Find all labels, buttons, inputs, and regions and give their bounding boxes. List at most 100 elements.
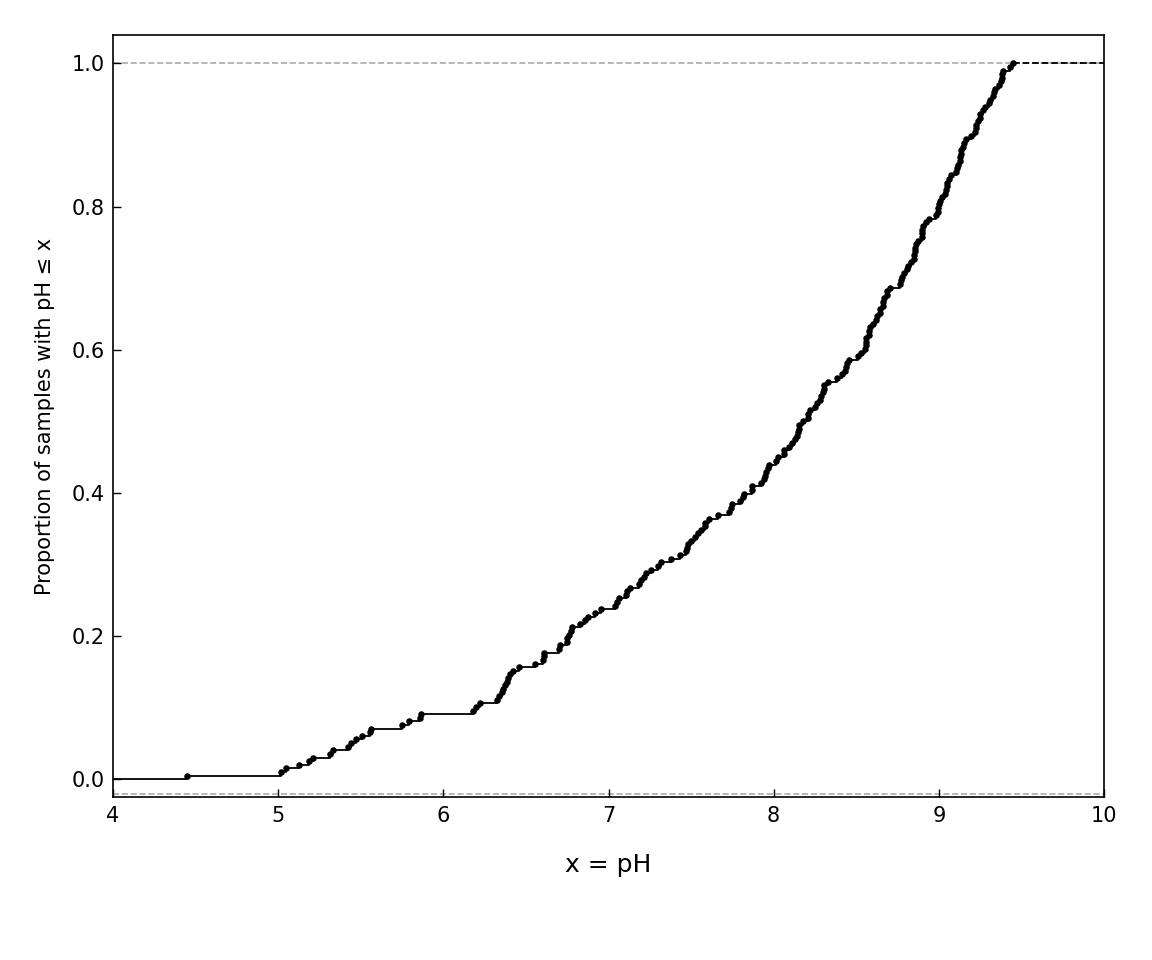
Point bbox=[757, 465, 775, 480]
Point bbox=[362, 721, 380, 736]
Point bbox=[679, 540, 697, 556]
Point bbox=[950, 154, 969, 169]
Point bbox=[980, 95, 999, 110]
Point bbox=[968, 117, 986, 132]
Point bbox=[840, 352, 858, 368]
Point bbox=[503, 663, 522, 679]
Point bbox=[730, 493, 749, 509]
Point bbox=[985, 84, 1003, 100]
Point bbox=[938, 175, 956, 190]
Point bbox=[689, 526, 707, 541]
Point bbox=[758, 461, 776, 476]
Point bbox=[914, 218, 932, 233]
Point bbox=[342, 735, 361, 751]
Point bbox=[992, 74, 1010, 89]
Point bbox=[867, 312, 886, 327]
Point bbox=[789, 420, 808, 436]
Point bbox=[652, 555, 670, 570]
Point bbox=[955, 135, 973, 151]
Point bbox=[272, 764, 290, 780]
Point bbox=[608, 594, 627, 610]
Point bbox=[993, 66, 1011, 82]
Point bbox=[909, 233, 927, 249]
Point bbox=[950, 150, 969, 165]
Point bbox=[859, 326, 878, 342]
Point bbox=[905, 244, 924, 259]
Point bbox=[864, 316, 882, 331]
Point bbox=[904, 251, 923, 266]
Point bbox=[755, 471, 773, 487]
Point bbox=[965, 125, 984, 140]
Point bbox=[857, 338, 876, 353]
Point bbox=[775, 443, 794, 458]
Point bbox=[558, 631, 576, 646]
Point bbox=[954, 139, 972, 155]
Point bbox=[984, 88, 1002, 104]
Point bbox=[857, 334, 876, 349]
Point bbox=[952, 146, 970, 161]
Point bbox=[892, 273, 910, 288]
Point bbox=[971, 109, 990, 125]
Point bbox=[721, 500, 740, 516]
Point bbox=[813, 385, 832, 400]
Point bbox=[361, 725, 379, 740]
Point bbox=[931, 193, 949, 208]
Point bbox=[591, 602, 609, 617]
Point bbox=[912, 229, 931, 245]
Point bbox=[897, 262, 916, 277]
Point bbox=[798, 406, 817, 421]
Point bbox=[848, 348, 866, 364]
Point bbox=[696, 515, 714, 530]
Point bbox=[952, 142, 970, 157]
Point bbox=[470, 696, 488, 711]
Point bbox=[794, 414, 812, 429]
Point bbox=[578, 609, 597, 624]
Point bbox=[874, 295, 893, 310]
Point bbox=[867, 309, 886, 324]
Point bbox=[929, 204, 947, 219]
Point bbox=[464, 703, 483, 718]
Point bbox=[811, 392, 829, 407]
Point bbox=[874, 298, 893, 313]
Point bbox=[498, 674, 516, 689]
Point bbox=[743, 479, 761, 494]
Point bbox=[752, 475, 771, 491]
Point bbox=[691, 522, 710, 538]
Point bbox=[766, 453, 785, 468]
Point bbox=[971, 107, 990, 122]
Point bbox=[488, 692, 507, 708]
Point bbox=[609, 590, 628, 606]
Point bbox=[720, 504, 738, 519]
Point bbox=[509, 660, 528, 675]
Point bbox=[742, 482, 760, 497]
Point bbox=[551, 641, 569, 657]
Point bbox=[805, 399, 824, 415]
Point bbox=[947, 164, 965, 180]
Point bbox=[563, 620, 582, 636]
Point bbox=[468, 699, 486, 714]
Point bbox=[723, 496, 742, 512]
Point bbox=[836, 363, 855, 378]
Point bbox=[499, 670, 517, 685]
Point bbox=[493, 682, 511, 697]
Point bbox=[905, 240, 924, 255]
Point bbox=[926, 207, 945, 223]
Point bbox=[808, 396, 826, 411]
Point bbox=[917, 215, 935, 230]
Point bbox=[957, 132, 976, 147]
Point bbox=[560, 627, 578, 642]
Point bbox=[393, 717, 411, 732]
Point bbox=[919, 211, 938, 227]
Point bbox=[775, 446, 794, 462]
Point bbox=[276, 760, 295, 776]
Point bbox=[631, 573, 650, 588]
Point bbox=[493, 684, 511, 700]
Point bbox=[734, 490, 752, 505]
Point bbox=[616, 588, 635, 603]
Point bbox=[851, 345, 870, 360]
Point bbox=[637, 565, 655, 581]
Point bbox=[878, 287, 896, 302]
Point bbox=[786, 432, 804, 447]
X-axis label: x = pH: x = pH bbox=[566, 853, 652, 877]
Point bbox=[814, 377, 833, 393]
